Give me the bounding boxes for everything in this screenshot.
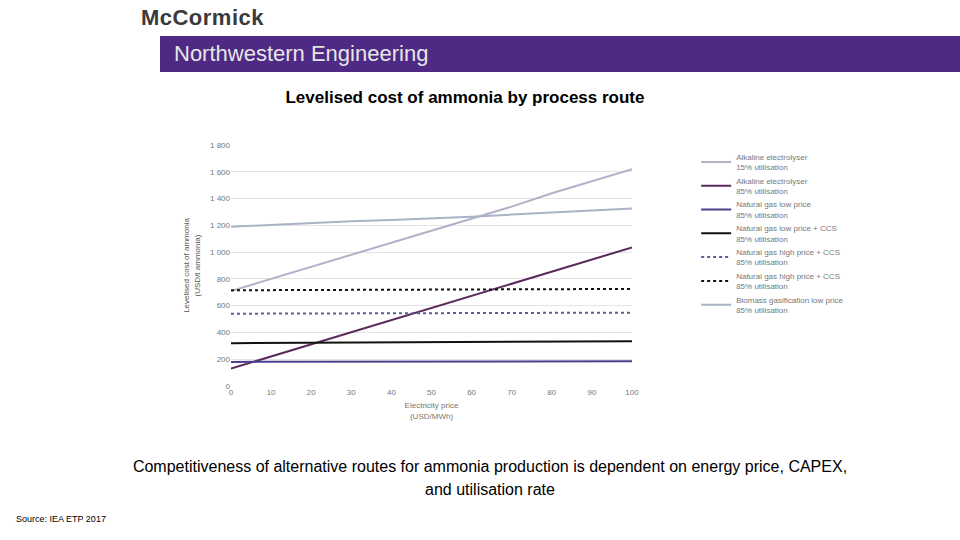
html-text:McCormick: McCormick — [140, 5, 264, 30]
svg-text:0: 0 — [229, 388, 234, 397]
svg-text:30: 30 — [347, 388, 356, 397]
svg-text:Alkaline electrolyser15% utili: Alkaline electrolyser15% utilisation — [736, 153, 807, 172]
svg-text:50: 50 — [427, 388, 436, 397]
svg-text:Alkaline electrolyser85% utili: Alkaline electrolyser85% utilisation — [736, 177, 807, 196]
svg-text:Levelised cost of ammonia(USD/: Levelised cost of ammonia(USD/t ammonia) — [182, 218, 201, 313]
svg-text:1 200: 1 200 — [210, 221, 231, 230]
svg-text:200: 200 — [217, 355, 231, 364]
svg-text:400: 400 — [217, 328, 231, 337]
svg-text:70: 70 — [507, 388, 516, 397]
html-text:Source: IEA ETP 2017: Source: IEA ETP 2017 — [16, 514, 106, 524]
svg-text:Natural gas low price85% utili: Natural gas low price85% utilisation — [736, 200, 811, 219]
svg-text:20: 20 — [307, 388, 316, 397]
svg-text:40: 40 — [387, 388, 396, 397]
svg-text:1 000: 1 000 — [210, 248, 231, 257]
svg-text:800: 800 — [217, 275, 231, 284]
svg-text:100: 100 — [625, 388, 639, 397]
svg-text:Natural gas high price + CCS85: Natural gas high price + CCS85% utilisat… — [736, 272, 840, 291]
svg-text:Electricity price(USD/MWh): Electricity price(USD/MWh) — [405, 401, 459, 420]
svg-text:Natural gas low price + CCS85%: Natural gas low price + CCS85% utilisati… — [736, 224, 837, 243]
html-text:Competitiveness of alternative: Competitiveness of alternative routes fo… — [132, 458, 848, 498]
svg-text:90: 90 — [587, 388, 596, 397]
svg-text:1 400: 1 400 — [210, 194, 231, 203]
svg-text:1 800: 1 800 — [210, 141, 231, 150]
svg-text:60: 60 — [467, 388, 476, 397]
svg-text:0: 0 — [226, 382, 231, 391]
svg-text:600: 600 — [217, 301, 231, 310]
svg-text:Natural gas high price + CCS85: Natural gas high price + CCS85% utilisat… — [736, 248, 840, 267]
svg-text:10: 10 — [267, 388, 276, 397]
html-text:Levelised cost of ammonia by p: Levelised cost of ammonia by process rou… — [285, 88, 645, 107]
html-text:Northwestern Engineering: Northwestern Engineering — [174, 41, 429, 66]
svg-text:1 600: 1 600 — [210, 168, 231, 177]
svg-text:Biomass gasification low price: Biomass gasification low price85% utilis… — [736, 296, 843, 315]
svg-text:80: 80 — [547, 388, 556, 397]
